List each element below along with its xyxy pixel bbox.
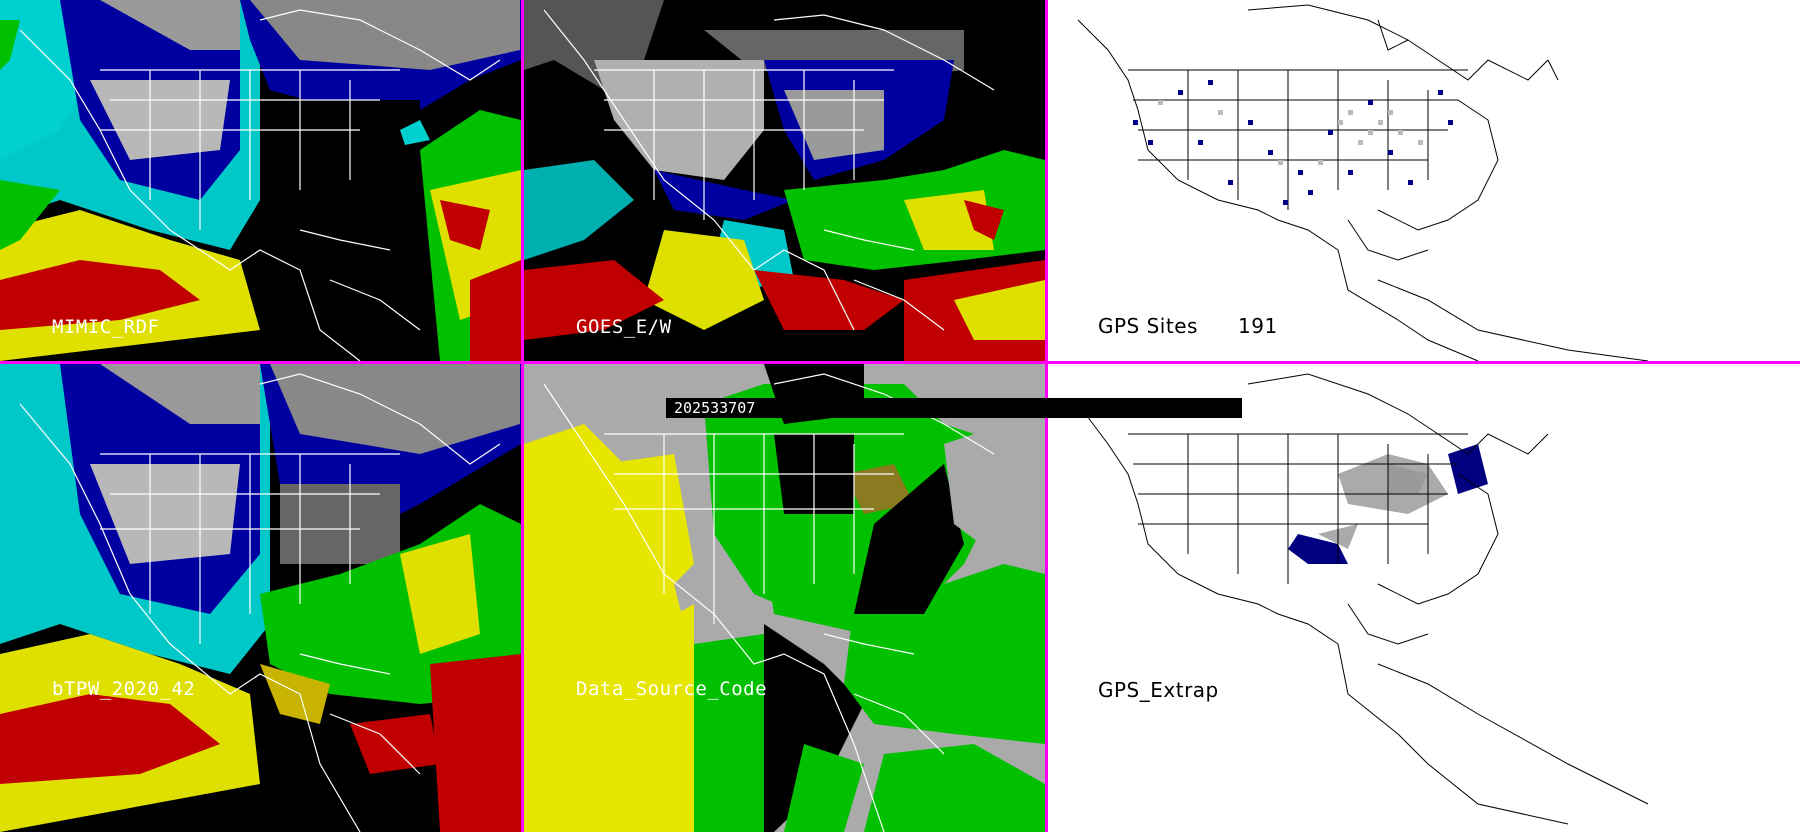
- gps-site-count: 191: [1238, 314, 1278, 338]
- horizontal-divider: [0, 361, 1800, 364]
- panel-label: Data_Source_Code: [576, 678, 768, 700]
- map-panel-data-source: Data_Source_Code: [524, 364, 1045, 832]
- gps-extrap-map: [1048, 364, 1800, 832]
- map-panel-goes: GOES_E/W: [524, 0, 1045, 361]
- vertical-divider-left: [521, 0, 524, 832]
- map-panel-gps-sites: GPS Sites 191: [1048, 0, 1800, 361]
- timestamp-label: 202533707: [666, 398, 1242, 418]
- map-panel-btpw: bTPW_2020_42: [0, 364, 521, 832]
- tpw-field-map: [0, 0, 521, 361]
- panel-label: GPS_Extrap: [1098, 678, 1219, 702]
- panel-label: MIMIC_RDF: [52, 316, 160, 338]
- data-source-code-map: [524, 364, 1045, 832]
- map-panel-gps-extrap: GPS_Extrap: [1048, 364, 1800, 832]
- panel-label: GOES_E/W: [576, 316, 672, 338]
- panel-label: GPS Sites: [1098, 314, 1198, 338]
- map-panel-mimic-rdf: MIMIC_RDF: [0, 0, 521, 361]
- panel-label: bTPW_2020_42: [52, 678, 196, 700]
- gps-sites-map: [1048, 0, 1800, 361]
- blended-tpw-map: [0, 364, 521, 832]
- goes-tpw-map: [524, 0, 1045, 361]
